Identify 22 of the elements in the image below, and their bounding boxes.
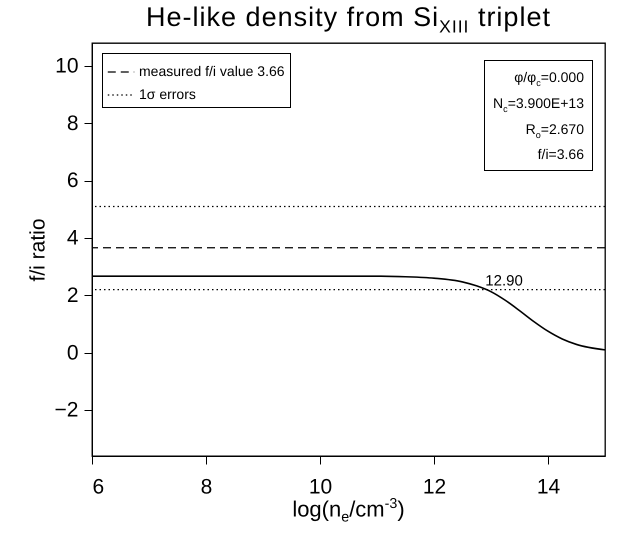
annotation: N$_{c}$=3.900E+13 (493, 94, 584, 116)
x-axis-title: log(n$_{e}$/cm$^{-3}$) (292, 496, 405, 526)
y-tick-label: −2 (54, 398, 78, 422)
y-tick-label: 8 (66, 112, 78, 135)
x-tick-label: 8 (200, 476, 212, 498)
x-tick-label: 12 (422, 476, 446, 498)
chart-title: He-like density from Si$_{XIII}$ triplet (145, 2, 552, 38)
annotation: R$_{o}$=2.670 (524, 120, 584, 142)
x-tick-label: 14 (536, 476, 560, 498)
y-axis-title: f/i ratio (26, 218, 50, 282)
legend-label: measured f/i value 3.66 (139, 63, 285, 79)
y-tick-label: 6 (66, 169, 78, 192)
y-tick-label: 4 (66, 226, 79, 250)
legend-label: 1σ errors (139, 86, 196, 102)
y-tick-label: 10 (55, 54, 78, 78)
x-tick-label: 10 (308, 476, 332, 498)
annotation: f/i=3.66 (536, 145, 584, 164)
x-tick-label: 6 (92, 476, 104, 498)
annotation: φ/φ$_{c}$=0.000 (513, 68, 584, 90)
annotation: 12.90 (485, 272, 523, 290)
y-tick-label: 2 (66, 284, 78, 307)
y-tick-label: 0 (66, 341, 78, 364)
